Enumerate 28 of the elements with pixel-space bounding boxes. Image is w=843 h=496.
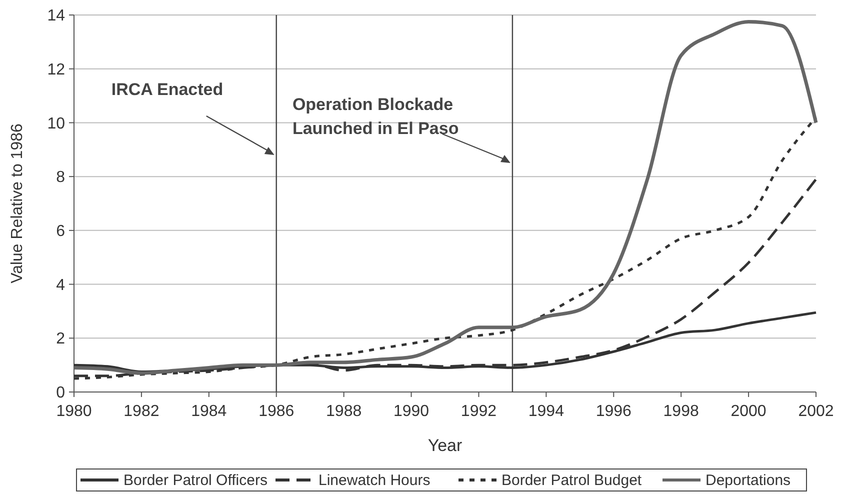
y-tick-label: 0 <box>56 384 66 402</box>
x-tick-label: 2002 <box>798 403 834 420</box>
x-tick-label: 1980 <box>56 403 92 420</box>
x-tick-label: 1994 <box>528 403 564 420</box>
x-axis-title: Year <box>428 436 463 455</box>
y-tick-label: 10 <box>47 115 66 132</box>
x-tick-label: 1998 <box>663 403 699 420</box>
y-axis-title: Value Relative to 1986 <box>9 123 26 284</box>
x-tick-label: 1996 <box>596 403 632 420</box>
x-tick-label: 1988 <box>326 403 362 420</box>
x-tick-label: 2000 <box>730 403 766 420</box>
y-tick-label: 8 <box>56 169 66 186</box>
ref-line-label: Operation Blockade Launched in El Paso <box>292 95 459 138</box>
ref-line-label: IRCA Enacted <box>111 80 224 99</box>
y-tick-label: 14 <box>47 8 66 25</box>
y-tick-label: 6 <box>56 223 66 240</box>
x-tick-label: 1986 <box>258 403 294 420</box>
y-tick-label: 2 <box>56 330 66 348</box>
y-tick-label: 12 <box>47 61 66 78</box>
x-tick-label: 1990 <box>393 403 430 420</box>
legend-label: Linewatch Hours <box>318 472 430 489</box>
x-tick-label: 1984 <box>191 403 227 420</box>
x-tick-label: 1982 <box>124 403 160 420</box>
legend-label: Border Patrol Officers <box>124 472 268 489</box>
legend-label: Deportations <box>706 472 791 489</box>
x-tick-label: 1992 <box>460 403 497 420</box>
legend-label: Border Patrol Budget <box>502 472 642 489</box>
y-tick-label: 4 <box>56 276 66 294</box>
